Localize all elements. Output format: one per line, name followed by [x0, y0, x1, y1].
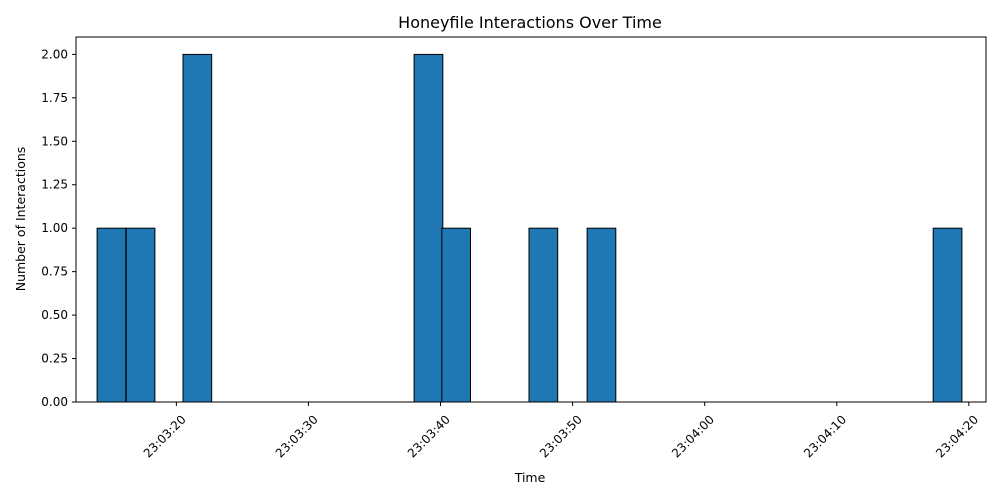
y-tick-label: 0.50	[41, 308, 68, 322]
bars-layer	[96, 53, 963, 403]
histogram-bar-3	[182, 53, 213, 403]
y-tick-label: 0.00	[41, 395, 68, 409]
plot-area-frame	[75, 36, 987, 403]
x-tick-label: 23:04:20	[933, 412, 981, 460]
y-tick-label: 0.25	[41, 352, 68, 366]
histogram-bar-5	[441, 227, 471, 403]
y-tick-label: 0.75	[41, 265, 68, 279]
y-axis-ticks: 0.00 0.25 0.50 0.75 1.00 1.25 1.50 1.75 2.00	[41, 47, 76, 409]
histogram-bar-2	[125, 227, 156, 403]
x-axis-label: Time	[514, 470, 546, 485]
x-tick-label: 23:03:20	[141, 412, 189, 460]
x-tick-label: 23:03:40	[405, 412, 453, 460]
y-tick-label: 2.00	[41, 47, 68, 61]
y-tick-label: 1.00	[41, 221, 68, 235]
chart-title: Honeyfile Interactions Over Time	[398, 13, 662, 32]
histogram-bar-7	[586, 227, 617, 403]
y-tick-label: 1.75	[41, 91, 68, 105]
histogram-bar-8	[932, 227, 963, 403]
x-tick-label: 23:04:10	[801, 412, 849, 460]
histogram-bar-1	[96, 227, 127, 403]
x-tick-label: 23:04:00	[669, 412, 717, 460]
histogram-bar-4	[413, 53, 444, 403]
x-tick-label: 23:03:30	[273, 412, 321, 460]
histogram-bar-6	[528, 227, 559, 403]
x-axis-ticks: 23:03:20 23:03:30 23:03:40 23:03:50 23:04:00…	[141, 402, 981, 460]
y-tick-label: 1.50	[41, 134, 68, 148]
y-tick-label: 1.25	[41, 178, 68, 192]
x-tick-label: 23:03:50	[537, 412, 585, 460]
y-axis-label: Number of Interactions	[13, 147, 28, 292]
